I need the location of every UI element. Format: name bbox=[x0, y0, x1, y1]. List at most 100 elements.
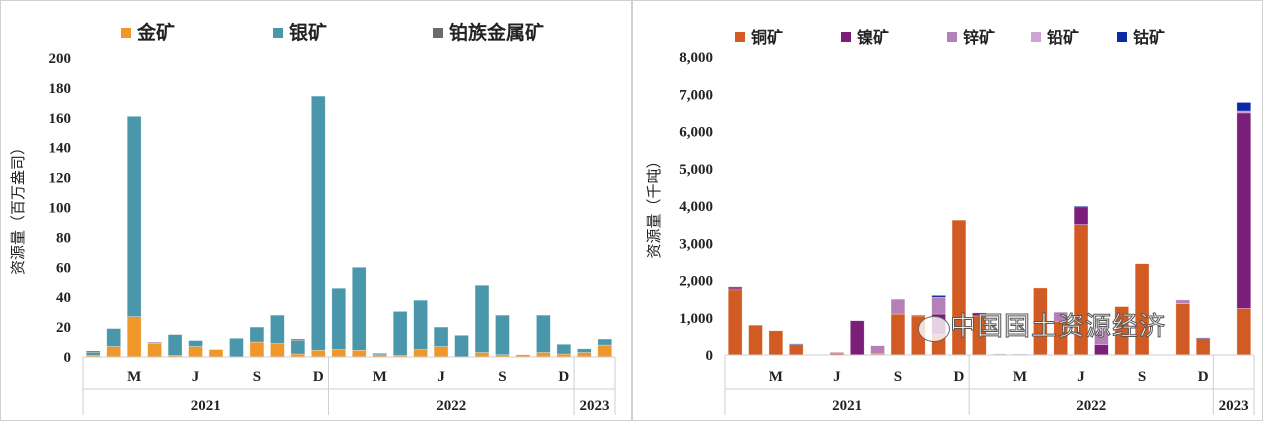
base-metals-chart: 0 1,000 2,000 3,000 4,000 5,000 6,000 7,000 8,00… bbox=[645, 28, 1255, 415]
bar-segment-银矿 bbox=[249, 326, 265, 343]
bar-segment-镍矿 bbox=[850, 320, 865, 356]
bar-segment-银矿 bbox=[331, 287, 347, 350]
bar-segment-钴矿 bbox=[727, 286, 743, 289]
bar-segment-铅矿 bbox=[829, 351, 845, 354]
bar-segment-铜矿 bbox=[1175, 303, 1191, 356]
month-label: D bbox=[954, 369, 965, 385]
bar-segment-银矿 bbox=[433, 326, 449, 347]
bar-segment-金矿 bbox=[106, 346, 121, 358]
legend-swatch bbox=[121, 28, 131, 38]
bar-segment-钴矿 bbox=[1195, 337, 1211, 339]
bar-segment-铜矿 bbox=[727, 289, 743, 356]
y-tick-label: 20 bbox=[56, 320, 71, 336]
legend-label: 铂族金属矿 bbox=[449, 21, 544, 44]
right-chart-panel: 0 1,000 2,000 3,000 4,000 5,000 6,000 7,000 8,00… bbox=[632, 0, 1263, 421]
bar-segment-金矿 bbox=[147, 343, 162, 358]
month-label: M bbox=[373, 369, 387, 385]
bar-segment-银矿 bbox=[311, 95, 326, 351]
month-label: J bbox=[192, 369, 200, 385]
bar-segment-钴矿 bbox=[1236, 102, 1252, 112]
y-tick-label: 0 bbox=[64, 350, 72, 366]
legend-swatch bbox=[433, 28, 443, 38]
left-chart-panel: 0 20 40 60 80 100 120 140 160 180 200 资源量（百万盎司） 金矿 银矿… bbox=[0, 0, 632, 421]
bar-segment-金矿 bbox=[577, 352, 592, 358]
legend-label: 钴矿 bbox=[1133, 28, 1165, 47]
bar-segment-金矿 bbox=[331, 349, 347, 358]
bar-segment-银矿 bbox=[597, 338, 613, 346]
month-label: S bbox=[1138, 369, 1146, 385]
bar-segment-银矿 bbox=[413, 299, 428, 350]
legend-label: 金矿 bbox=[136, 21, 175, 44]
y-tick-label: 80 bbox=[56, 230, 71, 246]
bar-segment-铜矿 bbox=[748, 324, 763, 356]
bar-segment-金矿 bbox=[433, 346, 449, 358]
bar-segment-锌矿 bbox=[870, 345, 885, 355]
bar-segment-银矿 bbox=[270, 314, 285, 344]
legend-swatch bbox=[1031, 32, 1041, 42]
y-axis-title: 资源量（千吨） bbox=[645, 153, 663, 258]
bar-segment-银矿 bbox=[126, 116, 142, 317]
bar-segment-银矿 bbox=[495, 314, 510, 356]
bar-segment-钴矿 bbox=[788, 343, 804, 345]
month-label: J bbox=[1077, 369, 1085, 385]
y-tick-label: 200 bbox=[49, 51, 72, 67]
legend-label: 铜矿 bbox=[751, 28, 783, 47]
y-tick-label: 180 bbox=[49, 81, 72, 97]
legend-label: 镍矿 bbox=[857, 28, 889, 47]
bar-segment-钴矿 bbox=[931, 295, 946, 298]
y-tick-label: 5,000 bbox=[679, 162, 713, 178]
bar-segment-银矿 bbox=[454, 335, 469, 358]
month-label: J bbox=[833, 369, 841, 385]
y-tick-label: 8,000 bbox=[679, 50, 713, 66]
bar-segment-银矿 bbox=[290, 340, 306, 355]
bar-segment-金矿 bbox=[249, 341, 265, 358]
bar-segment-金矿 bbox=[536, 352, 551, 358]
bar-segment-银矿 bbox=[577, 348, 592, 353]
bar-segment-铜矿 bbox=[1195, 337, 1211, 356]
y-tick-label: 2,000 bbox=[679, 274, 713, 290]
legend-swatch bbox=[273, 28, 283, 38]
bar-segment-金矿 bbox=[597, 344, 613, 358]
bar-segment-镍矿 bbox=[972, 312, 987, 317]
bar-segment-银矿 bbox=[536, 314, 551, 353]
bar-segment-锌矿 bbox=[931, 296, 946, 315]
y-tick-label: 1,000 bbox=[679, 311, 713, 327]
bar-segment-铂族金属矿 bbox=[85, 350, 101, 353]
month-label: D bbox=[313, 369, 324, 385]
bar-segment-镍矿 bbox=[1236, 112, 1252, 309]
legend-label: 铅矿 bbox=[1047, 28, 1079, 47]
bar-segment-金矿 bbox=[126, 316, 142, 358]
bar-segment-铜矿 bbox=[1236, 308, 1252, 356]
legend-swatch bbox=[1117, 32, 1127, 42]
bar-segment-银矿 bbox=[556, 343, 572, 355]
bar-segment-银矿 bbox=[351, 266, 367, 351]
y-tick-label: 160 bbox=[49, 111, 72, 127]
month-label: D bbox=[1198, 369, 1209, 385]
legend-label: 银矿 bbox=[289, 21, 327, 44]
y-tick-label: 6,000 bbox=[679, 125, 713, 141]
y-tick-label: 60 bbox=[56, 260, 71, 276]
y-tick-label: 3,000 bbox=[679, 236, 713, 252]
bar-segment-银矿 bbox=[85, 352, 101, 356]
bar-segment-金矿 bbox=[413, 349, 428, 358]
bar-segment-银矿 bbox=[392, 311, 408, 356]
month-label: S bbox=[253, 369, 261, 385]
y-tick-label: 140 bbox=[49, 141, 72, 157]
legend-swatch bbox=[841, 32, 851, 42]
bar-segment-银矿 bbox=[188, 340, 203, 347]
year-label: 2023 bbox=[1219, 398, 1249, 414]
month-label: M bbox=[127, 369, 141, 385]
year-label: 2022 bbox=[436, 398, 466, 414]
bar-segment-银矿 bbox=[474, 284, 490, 353]
bar-segment-金矿 bbox=[474, 352, 490, 358]
month-label: S bbox=[498, 369, 506, 385]
month-label: S bbox=[894, 369, 902, 385]
bar-segment-银矿 bbox=[229, 338, 244, 358]
bar-segment-金矿 bbox=[311, 349, 326, 358]
precious-metals-chart: 0 20 40 60 80 100 120 140 160 180 200 资源量（百万盎司） 金矿 银矿… bbox=[9, 21, 616, 415]
month-label: D bbox=[558, 369, 569, 385]
bar-segment-镍矿 bbox=[911, 314, 926, 317]
bar-segment-锌矿 bbox=[1053, 311, 1068, 322]
month-label: M bbox=[1013, 369, 1027, 385]
month-label: M bbox=[769, 369, 783, 385]
